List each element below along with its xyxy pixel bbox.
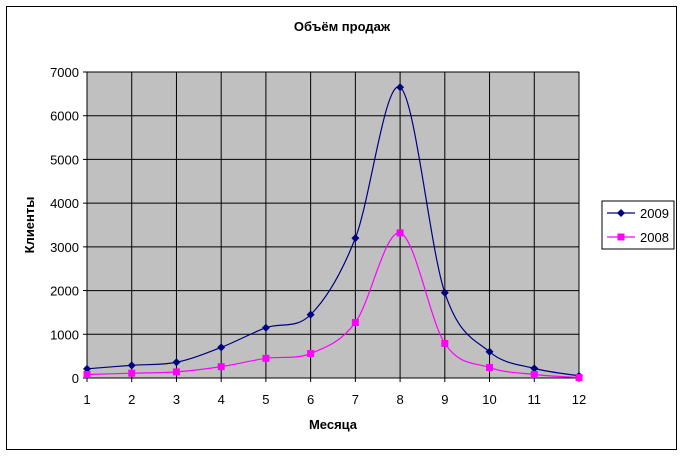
- x-tick-label: 4: [218, 392, 225, 407]
- plot-area: [86, 71, 580, 379]
- x-axis-title: Месяца: [309, 417, 358, 432]
- x-tick-label: 7: [352, 392, 359, 407]
- data-point-2009: [351, 234, 360, 243]
- data-point-2008: [128, 369, 136, 377]
- y-tick-label: 5000: [50, 152, 79, 167]
- data-point-2008: [530, 371, 538, 379]
- legend-label-2009: 2009: [640, 206, 669, 221]
- data-point-2009: [530, 364, 539, 373]
- data-point-2009: [485, 347, 494, 356]
- legend-marker-2009: [617, 209, 625, 217]
- x-tick-label: 3: [173, 392, 180, 407]
- data-point-2008: [172, 368, 180, 376]
- legend-box: [601, 200, 675, 250]
- x-tick-label: 12: [572, 392, 586, 407]
- data-point-2009: [306, 310, 315, 319]
- legend-marker-2008: [617, 233, 625, 241]
- legend-label-2008: 2008: [640, 230, 669, 245]
- x-tick-label: 8: [396, 392, 403, 407]
- y-tick-label: 7000: [50, 65, 79, 80]
- x-tick-label: 11: [528, 392, 542, 407]
- data-point-2008: [396, 229, 404, 237]
- data-point-2008: [351, 318, 359, 326]
- data-point-2008: [307, 350, 315, 358]
- data-point-2008: [441, 339, 449, 347]
- y-axis-title: Клиенты: [22, 197, 37, 254]
- data-point-2008: [262, 354, 270, 362]
- y-tick-label: 3000: [50, 240, 79, 255]
- x-tick-label: 1: [83, 392, 90, 407]
- x-tick-label: 5: [262, 392, 269, 407]
- y-tick-label: 1000: [50, 327, 79, 342]
- data-point-2009: [440, 288, 449, 297]
- chart-title: Объём продаж: [294, 19, 391, 34]
- data-point-2009: [127, 361, 136, 370]
- data-point-2008: [575, 374, 583, 382]
- data-point-2008: [486, 364, 494, 372]
- data-point-2008: [83, 371, 91, 379]
- data-point-2009: [217, 343, 226, 352]
- data-point-2008: [217, 363, 225, 371]
- data-point-2009: [396, 83, 405, 92]
- data-point-2009: [172, 358, 181, 367]
- x-tick-label: 6: [307, 392, 314, 407]
- x-tick-label: 9: [441, 392, 448, 407]
- data-point-2009: [261, 323, 270, 332]
- data-point-2009: [83, 364, 91, 373]
- y-tick-label: 2000: [50, 284, 79, 299]
- y-tick-label: 6000: [50, 109, 79, 124]
- y-tick-label: 4000: [50, 196, 79, 211]
- y-tick-label: 0: [72, 371, 79, 386]
- x-tick-label: 10: [482, 392, 496, 407]
- x-tick-label: 2: [128, 392, 135, 407]
